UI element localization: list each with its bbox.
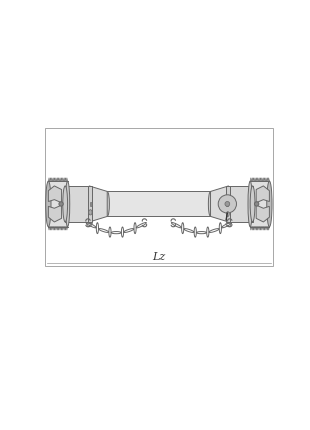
Polygon shape [226, 202, 228, 206]
Polygon shape [261, 227, 263, 230]
Polygon shape [268, 178, 269, 181]
Polygon shape [263, 178, 264, 181]
Polygon shape [52, 178, 54, 181]
Polygon shape [66, 227, 68, 230]
Polygon shape [48, 181, 68, 227]
Polygon shape [59, 227, 61, 230]
Polygon shape [261, 178, 263, 181]
Polygon shape [267, 227, 268, 230]
Polygon shape [64, 227, 65, 230]
Polygon shape [65, 227, 66, 230]
Polygon shape [61, 227, 62, 230]
Polygon shape [89, 186, 107, 222]
Polygon shape [48, 205, 62, 222]
Polygon shape [264, 227, 265, 230]
Polygon shape [264, 178, 265, 181]
Polygon shape [268, 227, 269, 230]
Polygon shape [260, 227, 261, 230]
Ellipse shape [65, 181, 70, 227]
Polygon shape [256, 227, 257, 230]
Polygon shape [260, 178, 261, 181]
Polygon shape [48, 186, 62, 203]
Polygon shape [65, 178, 66, 181]
Polygon shape [54, 178, 55, 181]
Polygon shape [57, 178, 58, 181]
Polygon shape [50, 227, 51, 230]
Polygon shape [259, 227, 260, 230]
Polygon shape [62, 178, 64, 181]
Polygon shape [267, 178, 268, 181]
Ellipse shape [250, 186, 255, 222]
Polygon shape [50, 178, 51, 181]
Polygon shape [48, 178, 50, 181]
Polygon shape [51, 227, 52, 230]
Polygon shape [250, 227, 251, 230]
Polygon shape [54, 227, 55, 230]
Ellipse shape [226, 212, 229, 216]
Polygon shape [64, 178, 65, 181]
Polygon shape [90, 202, 92, 206]
Ellipse shape [46, 181, 51, 227]
Ellipse shape [59, 202, 63, 206]
Polygon shape [52, 227, 54, 230]
Ellipse shape [218, 195, 237, 213]
Ellipse shape [225, 202, 230, 206]
Polygon shape [256, 178, 257, 181]
Polygon shape [254, 227, 256, 230]
Polygon shape [256, 205, 269, 222]
Polygon shape [55, 178, 57, 181]
Polygon shape [251, 227, 253, 230]
Polygon shape [253, 227, 254, 230]
Polygon shape [263, 227, 264, 230]
Polygon shape [51, 178, 52, 181]
Ellipse shape [63, 186, 68, 222]
Polygon shape [250, 178, 251, 181]
Polygon shape [48, 227, 50, 230]
Polygon shape [265, 178, 267, 181]
Text: Lz: Lz [152, 252, 166, 261]
Polygon shape [259, 178, 260, 181]
Polygon shape [210, 186, 228, 222]
Polygon shape [107, 191, 210, 216]
Polygon shape [253, 178, 254, 181]
Polygon shape [58, 178, 59, 181]
Ellipse shape [248, 181, 252, 227]
Polygon shape [65, 186, 89, 222]
Polygon shape [55, 227, 57, 230]
Ellipse shape [89, 210, 92, 215]
Polygon shape [62, 227, 64, 230]
Polygon shape [254, 178, 256, 181]
Polygon shape [265, 227, 267, 230]
Polygon shape [66, 178, 68, 181]
Polygon shape [256, 186, 269, 203]
Ellipse shape [267, 181, 272, 227]
Ellipse shape [208, 191, 213, 216]
Ellipse shape [105, 191, 109, 216]
Polygon shape [228, 186, 253, 222]
Polygon shape [257, 178, 259, 181]
Polygon shape [61, 178, 62, 181]
Ellipse shape [255, 202, 259, 206]
Polygon shape [251, 178, 253, 181]
Polygon shape [257, 227, 259, 230]
Polygon shape [88, 186, 92, 222]
Polygon shape [250, 181, 269, 227]
Polygon shape [59, 178, 61, 181]
Polygon shape [226, 186, 230, 222]
Polygon shape [57, 227, 58, 230]
Polygon shape [58, 227, 59, 230]
